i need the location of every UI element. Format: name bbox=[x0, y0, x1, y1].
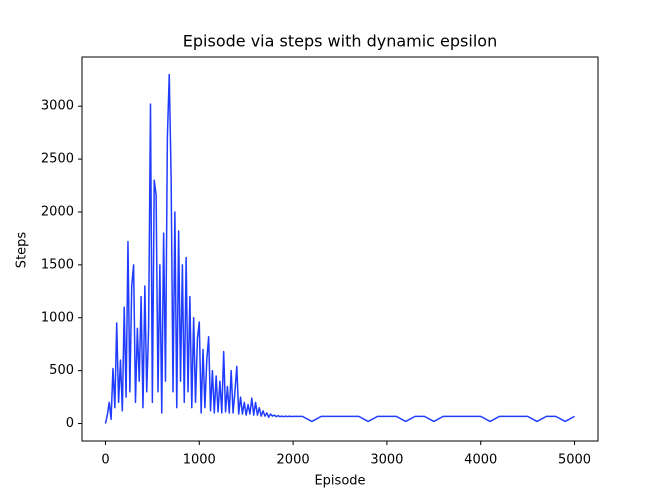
y-tick-label: 1500 bbox=[41, 257, 74, 272]
y-tick-label: 500 bbox=[49, 363, 74, 378]
x-tick-label: 0 bbox=[101, 453, 109, 468]
y-tick-label: 1000 bbox=[41, 310, 74, 325]
y-tick-label: 0 bbox=[66, 416, 74, 431]
x-tick-label: 4000 bbox=[464, 453, 497, 468]
y-tick-label: 2500 bbox=[41, 152, 74, 167]
data-line bbox=[104, 73, 575, 424]
y-tick-label: 3000 bbox=[41, 99, 74, 114]
plot-frame bbox=[81, 56, 599, 442]
x-axis-label: Episode bbox=[314, 474, 365, 489]
y-tick-label: 2000 bbox=[41, 204, 74, 219]
x-tick-label: 3000 bbox=[370, 453, 403, 468]
x-tick-label: 5000 bbox=[558, 453, 591, 468]
y-axis-label: Steps bbox=[15, 232, 30, 269]
x-tick-label: 1000 bbox=[183, 453, 216, 468]
chart-title: Episode via steps with dynamic epsilon bbox=[183, 32, 497, 51]
x-tick-label: 2000 bbox=[277, 453, 310, 468]
